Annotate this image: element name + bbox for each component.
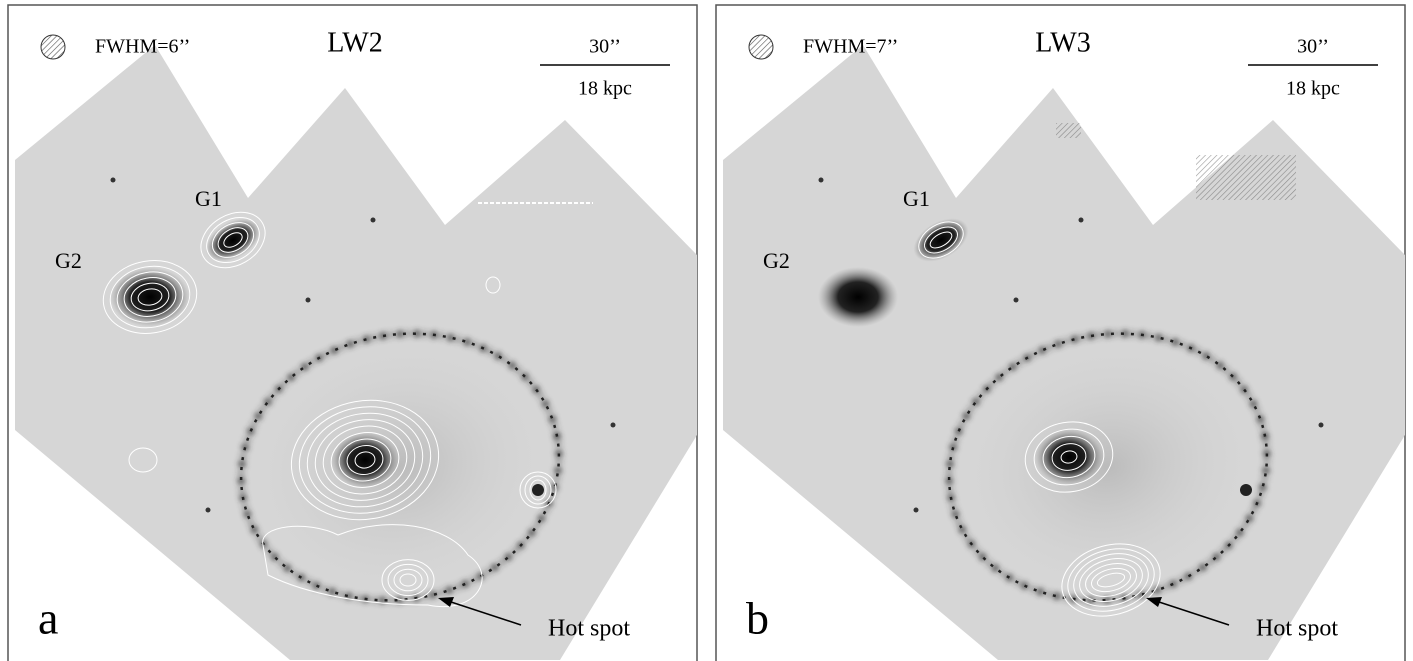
contour [1090,567,1132,593]
contour [322,425,408,495]
panel-letter: b [746,593,769,644]
contour [346,444,384,476]
mask [1196,155,1296,200]
ring-edge [947,332,1269,602]
contour [529,479,547,501]
mask [1056,123,1081,138]
contour [1024,421,1114,493]
arrow-shaft [1155,600,1230,626]
contour [206,216,260,264]
contour [116,271,184,323]
contour [1061,543,1161,617]
contour [262,524,483,607]
annotation: Hot spot [1256,616,1338,642]
galaxy-2-label: G2 [55,248,82,273]
contour [524,475,552,505]
nucleus [331,432,399,488]
star [110,177,116,183]
contour [330,432,400,488]
panel: FWHM=6’’ LW2 30’’ 18 kpc G1 G2 a Hot spot [7,4,698,661]
contour [1067,548,1155,612]
contour [298,406,432,514]
galaxy-1-label: G1 [195,186,222,211]
panel: FWHM=7’’ LW3 30’’ 18 kpc G1 G2 b Hot spot [715,4,1406,661]
beam-label: FWHM=7’’ [803,36,898,58]
band-label: LW2 [327,27,382,58]
arrow-shaft [447,600,522,626]
scale-distance: 18 kpc [1286,78,1340,100]
galaxy-2-label: G2 [763,248,790,273]
knot [1240,484,1252,496]
nucleus [1035,429,1103,485]
contour [128,447,158,473]
scale-distance: 18 kpc [578,78,632,100]
contour [924,226,958,254]
galaxy-g2 [110,267,190,327]
star [913,507,919,513]
contour [387,563,429,597]
contour [338,438,392,482]
contour [102,260,198,334]
contour [1096,572,1126,588]
ring-edge [239,332,561,602]
star [818,177,824,183]
contour [918,221,964,259]
contour [223,232,243,248]
contour [1085,562,1137,598]
contour [399,573,417,587]
band-label: LW3 [1035,27,1090,58]
contour [1073,553,1149,607]
contour [290,399,440,521]
beam-symbol [748,34,774,60]
star [370,217,376,223]
star [1318,422,1324,428]
scale-angle: 30’’ [589,36,621,58]
beam-symbol [40,34,66,60]
star [1078,217,1084,223]
contour [314,419,416,501]
arrow-head [1146,597,1162,607]
contour [1060,450,1078,464]
contour [200,211,266,269]
contour [1051,443,1087,471]
star [305,297,311,303]
contour [381,559,435,601]
galaxy-g1 [205,218,261,262]
knot [532,484,544,496]
contour [519,471,557,509]
star [610,422,616,428]
star [205,507,211,513]
contour [393,568,423,592]
star [1013,297,1019,303]
galaxy-g2 [818,267,898,327]
arrow-head [438,597,454,607]
contour [929,231,953,249]
scale-angle: 30’’ [1297,36,1329,58]
contour [211,222,255,258]
contour [217,227,249,253]
contour [130,282,170,312]
ring-glow [949,333,1267,601]
panel-letter: a [38,593,58,644]
contour [109,265,191,329]
contour [1042,435,1096,479]
contour [1033,428,1105,486]
contour [1079,558,1143,602]
ring-glow [241,333,559,601]
contour [123,277,177,317]
annotation: Hot spot [548,616,630,642]
contour [354,451,376,469]
contour [306,412,424,508]
contour [137,288,163,306]
contour [485,276,501,294]
galaxy-1-label: G1 [903,186,930,211]
beam-label: FWHM=6’’ [95,36,190,58]
